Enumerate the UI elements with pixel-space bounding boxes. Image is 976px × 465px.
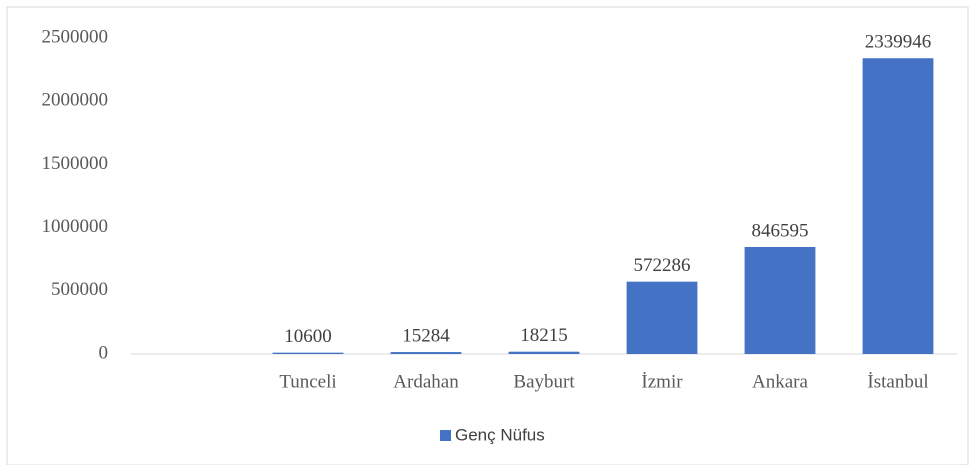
x-tick-label: Ardahan bbox=[393, 371, 459, 392]
y-tick-label: 1000000 bbox=[42, 216, 109, 237]
y-tick-label: 2500000 bbox=[42, 26, 109, 47]
bar bbox=[272, 352, 344, 354]
y-tick-label: 0 bbox=[99, 342, 109, 363]
x-tick-label: İzmir bbox=[641, 371, 683, 392]
bar bbox=[862, 58, 934, 354]
x-tick-label: Ankara bbox=[752, 371, 808, 392]
value-label: 18215 bbox=[520, 325, 568, 346]
chart-frame bbox=[6, 6, 969, 465]
bar bbox=[390, 352, 462, 354]
value-label: 10600 bbox=[284, 326, 332, 347]
legend-swatch bbox=[440, 430, 451, 441]
bar bbox=[508, 351, 580, 354]
y-tick-label: 2000000 bbox=[42, 90, 109, 111]
y-tick-label: 1500000 bbox=[42, 153, 109, 174]
x-tick-label: Bayburt bbox=[513, 371, 575, 392]
value-label: 846595 bbox=[752, 220, 809, 241]
legend-label: Genç Nüfus bbox=[455, 425, 545, 444]
value-label: 15284 bbox=[402, 325, 450, 346]
y-tick-label: 500000 bbox=[51, 279, 108, 300]
x-tick-label: Tunceli bbox=[279, 371, 336, 392]
bar bbox=[744, 246, 816, 354]
bar bbox=[626, 281, 698, 354]
value-label: 2339946 bbox=[865, 32, 932, 53]
value-label: 572286 bbox=[634, 255, 691, 276]
x-tick-label: İstanbul bbox=[867, 371, 928, 392]
